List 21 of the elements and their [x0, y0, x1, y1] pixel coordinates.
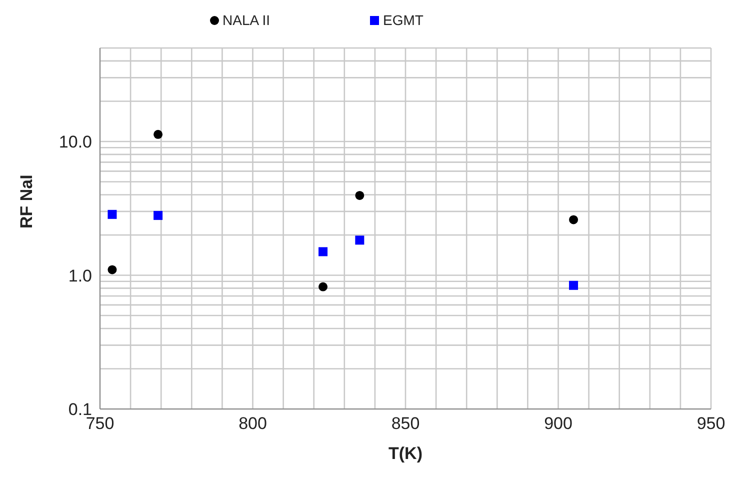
point — [154, 130, 163, 139]
point — [154, 210, 163, 220]
point — [108, 210, 117, 219]
x-axis-title: T(K) — [388, 444, 422, 463]
y-tick-label: 10.0 — [58, 132, 92, 152]
legend-label: NALA II — [222, 12, 270, 28]
x-tick-label: 800 — [238, 414, 267, 434]
y-tick-label: 1.0 — [68, 266, 92, 286]
point — [569, 215, 578, 224]
y-axis-title: RF NaI — [17, 174, 36, 228]
point — [318, 282, 328, 292]
point — [108, 265, 117, 274]
point — [355, 190, 364, 200]
x-tick-label: 950 — [696, 414, 726, 434]
x-tick-label: 900 — [544, 414, 572, 434]
legend-label: EGMT — [383, 12, 424, 28]
x-tick-label: 850 — [391, 414, 420, 434]
point — [318, 247, 328, 256]
point — [569, 280, 578, 290]
point — [355, 236, 364, 245]
x-tick-label: 750 — [86, 414, 114, 434]
